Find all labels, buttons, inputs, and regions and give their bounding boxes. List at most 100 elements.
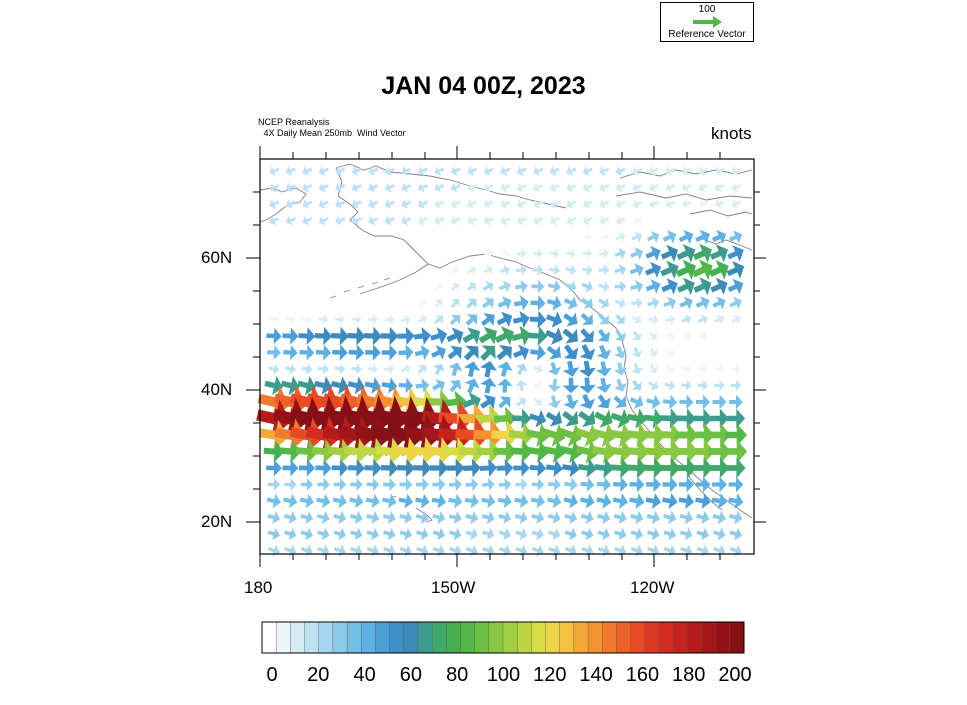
wind-arrow bbox=[298, 327, 316, 345]
wind-arrow bbox=[269, 215, 280, 226]
wind-arrow bbox=[662, 230, 677, 244]
wind-arrow bbox=[676, 457, 697, 479]
wind-arrow bbox=[285, 166, 296, 176]
wind-arrow bbox=[598, 248, 610, 259]
wind-arrow bbox=[698, 166, 709, 176]
colorbar-swatch bbox=[474, 621, 490, 654]
wind-arrow bbox=[528, 326, 548, 346]
wind-arrow bbox=[351, 182, 362, 193]
wind-arrow bbox=[279, 440, 302, 463]
wind-arrow bbox=[549, 215, 560, 226]
colorbar-swatch bbox=[446, 621, 461, 654]
wind-arrow bbox=[532, 264, 544, 276]
wind-arrow bbox=[399, 477, 413, 492]
wind-arrow bbox=[534, 380, 542, 390]
wind-arrow bbox=[729, 510, 743, 525]
wind-arrow bbox=[364, 326, 382, 346]
wind-arrow bbox=[591, 439, 616, 465]
wind-arrow bbox=[401, 166, 412, 176]
colorbar-swatch bbox=[658, 621, 674, 654]
colorbar-swatch bbox=[502, 621, 518, 654]
colorbar-swatch bbox=[332, 621, 348, 654]
wind-arrow bbox=[314, 326, 333, 346]
wind-arrow bbox=[318, 215, 329, 226]
colorbar-swatch bbox=[729, 621, 745, 654]
wind-arrow bbox=[679, 510, 693, 525]
wind-arrow bbox=[400, 364, 411, 374]
wind-arrow bbox=[698, 364, 708, 374]
wind-arrow bbox=[417, 166, 428, 176]
wind-arrow bbox=[433, 363, 445, 376]
wind-arrow bbox=[435, 299, 443, 308]
wind-arrow bbox=[614, 263, 627, 277]
wind-arrow bbox=[563, 394, 579, 410]
colorbar-tick-label: 200 bbox=[718, 664, 752, 686]
wind-arrow bbox=[663, 527, 676, 541]
wind-arrow bbox=[466, 298, 477, 309]
wind-arrow bbox=[599, 199, 610, 209]
wind-arrow bbox=[401, 182, 412, 193]
wind-arrow bbox=[380, 326, 399, 346]
colorbar-swatch bbox=[346, 621, 362, 654]
wind-arrow bbox=[465, 477, 479, 492]
wind-arrow bbox=[364, 458, 382, 478]
wind-arrow bbox=[616, 216, 626, 225]
wind-arrow bbox=[415, 493, 430, 509]
wind-arrow bbox=[368, 314, 378, 325]
wind-arrow bbox=[562, 328, 578, 344]
wind-arrow bbox=[528, 409, 547, 428]
wind-arrow bbox=[343, 438, 369, 466]
wind-arrow bbox=[708, 439, 731, 464]
wind-arrow bbox=[548, 477, 561, 492]
wind-arrow bbox=[658, 422, 682, 448]
wind-arrow bbox=[731, 166, 742, 176]
wind-arrow bbox=[335, 166, 346, 176]
wind-arrow bbox=[366, 527, 379, 541]
wind-arrow bbox=[446, 327, 464, 345]
wind-arrow bbox=[480, 313, 495, 326]
wind-arrow bbox=[613, 510, 627, 525]
wind-arrow bbox=[692, 243, 712, 263]
wind-arrow bbox=[510, 439, 533, 464]
map-title: JAN 04 00Z, 2023 bbox=[381, 72, 586, 100]
wind-arrow bbox=[559, 423, 582, 447]
wind-arrow bbox=[545, 410, 563, 427]
wind-arrow bbox=[582, 232, 592, 242]
wind-arrow bbox=[578, 458, 597, 478]
wind-arrow bbox=[449, 379, 462, 393]
wind-arrow bbox=[698, 182, 709, 193]
wind-arrow bbox=[482, 281, 494, 292]
wind-arrow bbox=[434, 182, 445, 193]
wind-arrow bbox=[266, 327, 282, 345]
wind-vectors bbox=[256, 166, 748, 557]
wind-arrow bbox=[467, 215, 478, 226]
wind-arrow bbox=[615, 199, 626, 209]
wind-arrow bbox=[399, 527, 412, 541]
wind-arrow bbox=[641, 438, 666, 465]
wind-arrow bbox=[546, 295, 562, 311]
wind-arrow bbox=[368, 215, 379, 226]
wind-arrow bbox=[399, 510, 413, 525]
wind-arrow bbox=[417, 315, 427, 324]
wind-arrow bbox=[731, 182, 742, 193]
wind-arrow bbox=[347, 376, 365, 395]
wind-arrow bbox=[295, 439, 319, 464]
wind-arrow bbox=[579, 344, 596, 360]
wind-arrow bbox=[455, 417, 489, 454]
wind-arrow bbox=[500, 166, 511, 176]
wind-arrow bbox=[649, 347, 658, 357]
wind-arrow bbox=[311, 439, 335, 464]
wind-arrow bbox=[597, 510, 611, 525]
colorbar-swatch bbox=[573, 621, 589, 654]
wind-arrow bbox=[317, 527, 330, 541]
wind-arrow bbox=[614, 378, 627, 392]
wind-arrow bbox=[483, 265, 494, 275]
wind-arrow bbox=[649, 364, 658, 374]
wind-arrow bbox=[481, 297, 495, 309]
colorbar-tick-label: 40 bbox=[353, 664, 376, 686]
colorbar-swatch bbox=[375, 621, 391, 654]
wind-arrow bbox=[375, 437, 403, 466]
wind-arrow bbox=[450, 182, 461, 193]
wind-arrow bbox=[529, 310, 547, 329]
wind-arrow bbox=[480, 345, 496, 361]
